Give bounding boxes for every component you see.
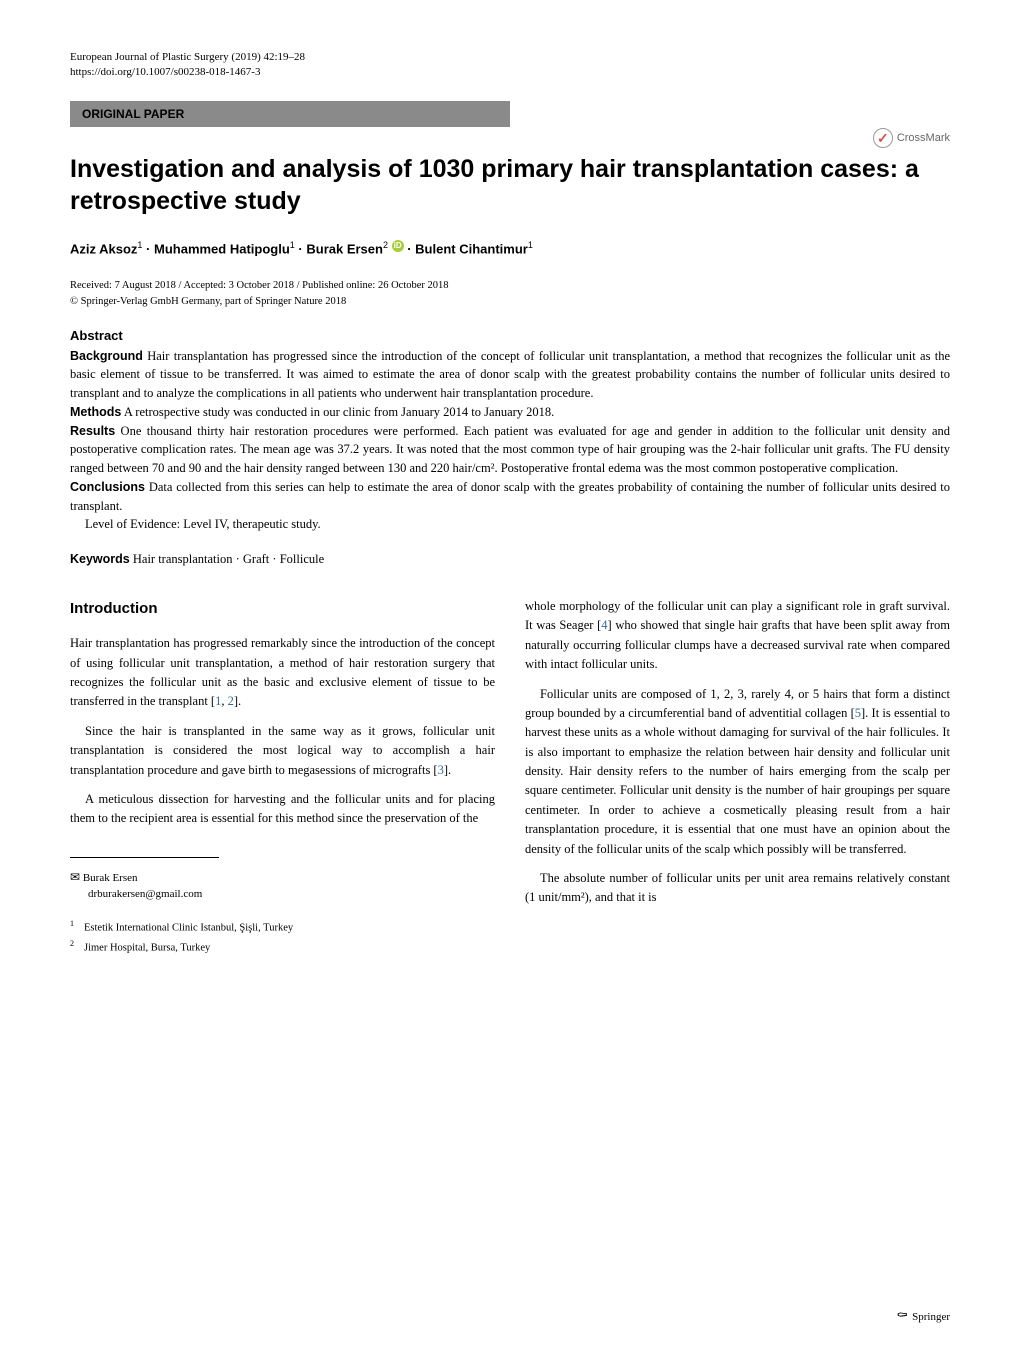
author-3: Burak Ersen (306, 241, 383, 256)
crossmark-badge[interactable]: ✓ CrossMark (873, 128, 950, 148)
author-4: Bulent Cihantimur (415, 241, 528, 256)
background-text: Hair transplantation has progressed sinc… (70, 349, 950, 401)
copyright-line: © Springer-Verlag GmbH Germany, part of … (70, 294, 950, 310)
intro-p2: Since the hair is transplanted in the sa… (70, 722, 495, 780)
paper-type-banner: ORIGINAL PAPER (70, 101, 510, 127)
col2-p1: whole morphology of the follicular unit … (525, 597, 950, 675)
footnote-divider (70, 857, 219, 858)
doi-line: https://doi.org/10.1007/s00238-018-1467-… (70, 65, 950, 80)
abstract-heading: Abstract (70, 328, 950, 343)
results-label: Results (70, 424, 115, 438)
results-text: One thousand thirty hair restoration pro… (70, 424, 950, 476)
author-4-aff: 1 (528, 240, 533, 250)
left-column: Introduction Hair transplantation has pr… (70, 597, 495, 957)
abstract-body: Background Hair transplantation has prog… (70, 347, 950, 535)
affiliation-2: 2 Jimer Hospital, Bursa, Turkey (70, 937, 495, 957)
crossmark-check-icon: ✓ (877, 130, 889, 147)
methods-text: A retrospective study was conducted in o… (121, 405, 554, 419)
orcid-icon[interactable]: iD (392, 240, 404, 252)
affiliations-block: 1 Estetik International Clinic Istanbul, … (70, 917, 495, 958)
correspondence-block: ✉ Burak Ersen drburakersen@gmail.com (70, 868, 495, 903)
authors-list: Aziz Aksoz1 · Muhammed Hatipoglu1 · Bura… (70, 240, 950, 256)
methods-label: Methods (70, 405, 121, 419)
conclusions-label: Conclusions (70, 480, 145, 494)
intro-p1c: ]. (234, 694, 241, 708)
intro-p2a: Since the hair is transplanted in the sa… (70, 724, 495, 777)
keywords-text: Hair transplantation · Graft · Follicule (130, 552, 324, 566)
dates-line-1: Received: 7 August 2018 / Accepted: 3 Oc… (70, 278, 950, 294)
aff-num-1: 1 (70, 919, 74, 928)
two-column-body: Introduction Hair transplantation has pr… (70, 597, 950, 957)
author-2: Muhammed Hatipoglu (154, 241, 290, 256)
author-2-aff: 1 (290, 240, 295, 250)
right-column: whole morphology of the follicular unit … (525, 597, 950, 957)
journal-header: European Journal of Plastic Surgery (201… (70, 50, 950, 81)
publication-dates: Received: 7 August 2018 / Accepted: 3 Oc… (70, 278, 950, 310)
col2-p2: Follicular units are composed of 1, 2, 3… (525, 685, 950, 859)
author-1: Aziz Aksoz (70, 241, 137, 256)
corr-author-name: Burak Ersen (83, 872, 138, 884)
author-3-aff: 2 (383, 240, 388, 250)
col2-p2b: ]. It is essential to harvest these unit… (525, 706, 950, 856)
intro-p1: Hair transplantation has progressed rema… (70, 634, 495, 712)
publisher-footer: ⚰ Springer (896, 1308, 950, 1325)
corr-email: drburakersen@gmail.com (88, 888, 202, 900)
intro-p2b: ]. (444, 763, 451, 777)
journal-line: European Journal of Plastic Surgery (201… (70, 50, 950, 65)
crossmark-icon: ✓ (873, 128, 893, 148)
keywords-label: Keywords (70, 552, 130, 566)
intro-p1a: Hair transplantation has progressed rema… (70, 636, 495, 708)
keywords-section: Keywords Hair transplantation · Graft · … (70, 552, 950, 567)
evidence-level: Level of Evidence: Level IV, therapeutic… (85, 515, 321, 534)
col2-p3: The absolute number of follicular units … (525, 869, 950, 908)
affiliation-1: 1 Estetik International Clinic Istanbul, … (70, 917, 495, 937)
aff-num-2: 2 (70, 939, 74, 948)
author-1-aff: 1 (137, 240, 142, 250)
springer-icon: ⚰ (896, 1308, 908, 1325)
introduction-heading: Introduction (70, 597, 495, 620)
aff-text-1: Estetik International Clinic Istanbul, Ş… (84, 922, 293, 933)
article-title: Investigation and analysis of 1030 prima… (70, 153, 950, 218)
crossmark-label: CrossMark (897, 132, 950, 144)
intro-p3: A meticulous dissection for harvesting a… (70, 790, 495, 829)
publisher-name: Springer (912, 1311, 950, 1323)
mail-icon: ✉ (70, 870, 80, 884)
aff-text-2: Jimer Hospital, Bursa, Turkey (84, 943, 210, 954)
conclusions-text: Data collected from this series can help… (70, 480, 950, 513)
abstract-section: Abstract Background Hair transplantation… (70, 328, 950, 535)
background-label: Background (70, 349, 143, 363)
